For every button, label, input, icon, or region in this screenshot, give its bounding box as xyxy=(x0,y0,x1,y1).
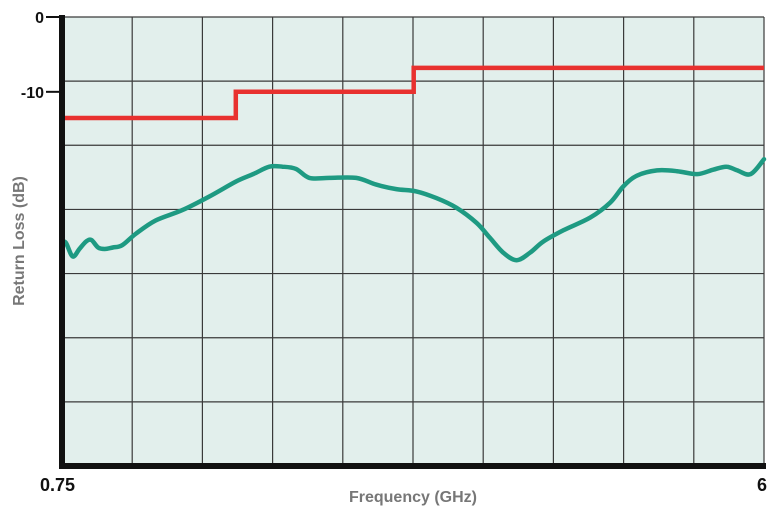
measured-return-loss-line xyxy=(59,156,767,263)
tick-labels: 0 -10 0.75 6 xyxy=(21,10,767,495)
y-tick-label: 0 xyxy=(35,10,44,27)
y-tick-label: -10 xyxy=(21,85,44,102)
x-tick-label: 6 xyxy=(757,475,767,495)
axes xyxy=(46,15,766,469)
x-tick-label: 0.75 xyxy=(40,475,75,495)
y-axis-title: Return Loss (dB) xyxy=(11,176,28,306)
x-axis-title: Frequency (GHz) xyxy=(349,489,477,506)
series-layer xyxy=(59,65,767,263)
limit-line xyxy=(62,65,764,121)
